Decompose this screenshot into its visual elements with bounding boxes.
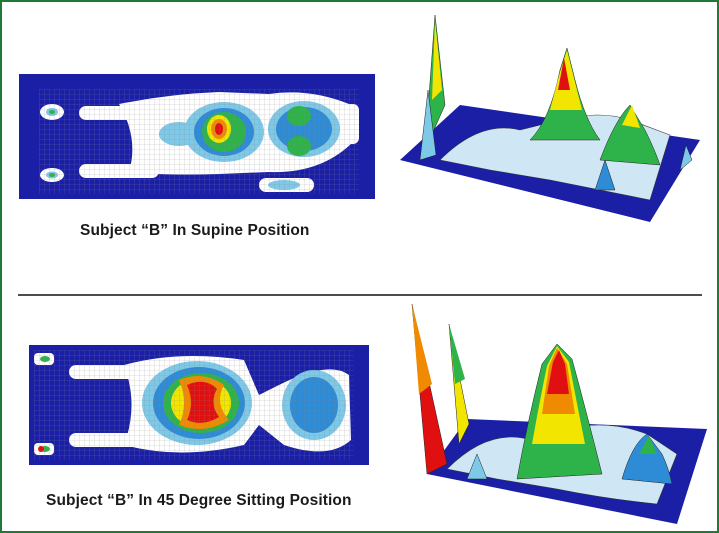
supine-caption: Subject “B” In Supine Position [80, 222, 310, 239]
supine-panel: Subject “B” In Supine Position [2, 2, 717, 294]
sitting-pressure-map-2d [29, 345, 369, 465]
sitting-caption: Subject “B” In 45 Degree Sitting Positio… [46, 492, 352, 509]
panel-divider [18, 294, 702, 296]
sitting-pressure-map-3d [411, 304, 707, 524]
supine-pressure-map-2d [19, 74, 375, 199]
sitting-panel: Subject “B” In 45 Degree Sitting Positio… [2, 298, 717, 531]
supine-pressure-map-3d [400, 14, 700, 222]
